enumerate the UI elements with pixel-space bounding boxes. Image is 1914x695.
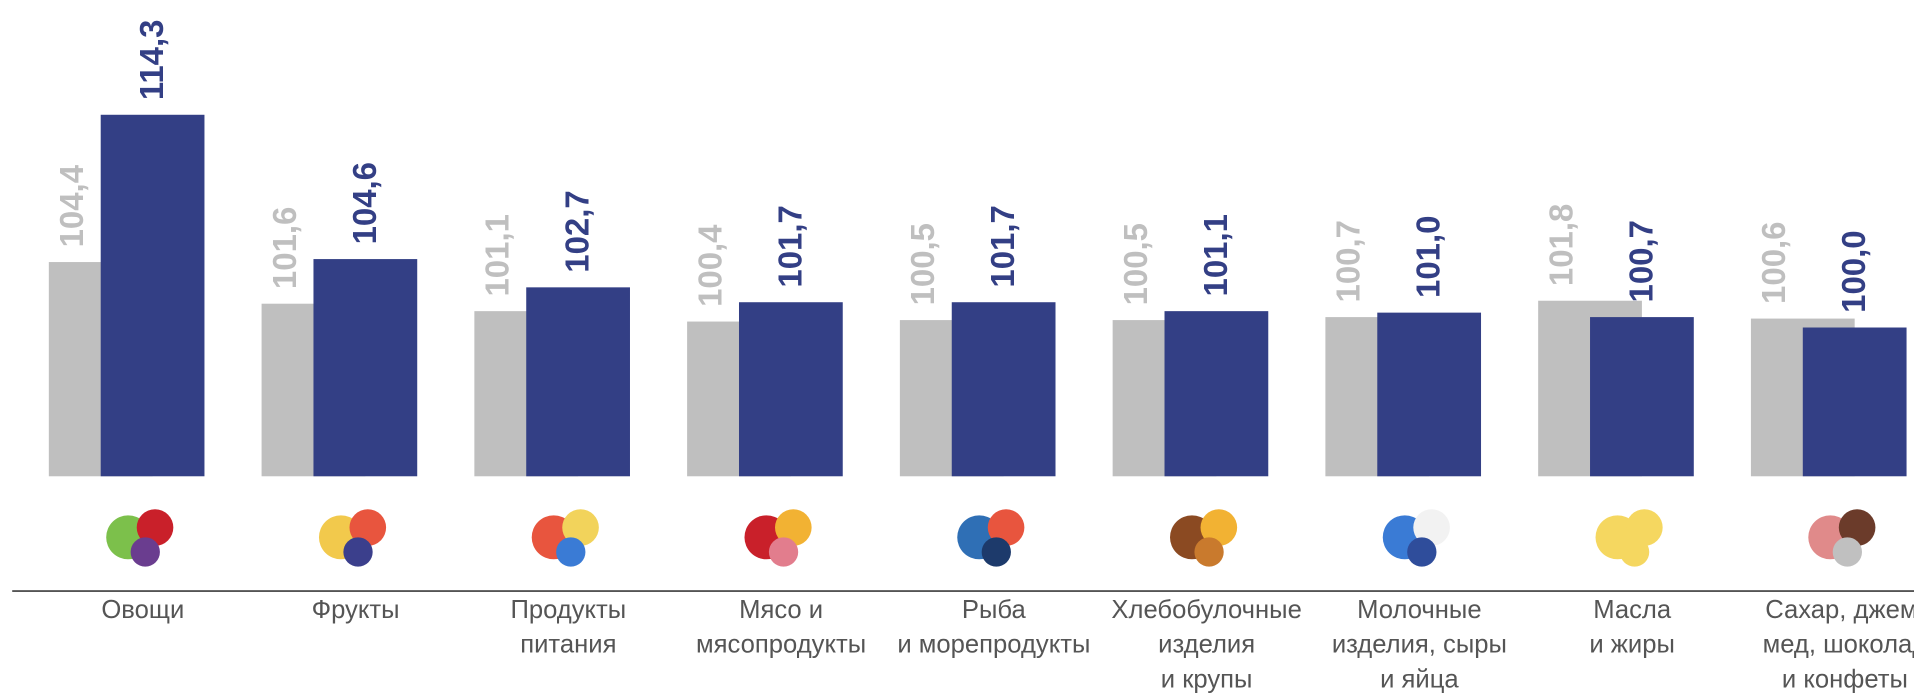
icon-shape bbox=[1407, 537, 1436, 566]
category-label: Овощи bbox=[101, 596, 184, 624]
value-label: 101,7 bbox=[984, 205, 1021, 287]
category-label: и яйца bbox=[1380, 665, 1459, 693]
value-label: 114,3 bbox=[133, 20, 170, 101]
category-label: Хлебобулочные bbox=[1111, 596, 1301, 624]
bar bbox=[952, 302, 1056, 476]
category-label: мед, шоколад bbox=[1763, 631, 1914, 659]
icon-shape bbox=[982, 537, 1011, 566]
value-label: 101,0 bbox=[1410, 216, 1447, 298]
icon-shape bbox=[131, 537, 160, 566]
value-label: 101,6 bbox=[266, 207, 303, 289]
bar bbox=[313, 259, 417, 476]
bar bbox=[101, 115, 205, 477]
value-label: 101,1 bbox=[479, 214, 516, 296]
value-label: 100,7 bbox=[1622, 220, 1659, 302]
bar bbox=[1377, 313, 1481, 477]
category-label: Молочные bbox=[1357, 596, 1481, 624]
category-label: Фрукты bbox=[312, 596, 400, 624]
category-label: и крупы bbox=[1161, 665, 1253, 693]
chart: 104,4 114,3 Овощи 101,6 104,6 Фрукты 101,1 102,… bbox=[0, 0, 1914, 695]
value-label: 104,4 bbox=[53, 164, 90, 247]
category-label: и морепродукты bbox=[897, 631, 1090, 659]
value-label: 100,6 bbox=[1755, 221, 1792, 303]
category-label: Продукты bbox=[510, 596, 626, 624]
value-label: 101,7 bbox=[771, 205, 808, 287]
value-label: 101,1 bbox=[1197, 214, 1234, 296]
value-label: 104,6 bbox=[346, 162, 383, 244]
category-label: Масла bbox=[1593, 596, 1672, 624]
icon-shape bbox=[769, 537, 798, 566]
value-label: 100,5 bbox=[1117, 223, 1154, 305]
category-label: Рыба bbox=[962, 596, 1027, 624]
category-label: Мясо и bbox=[739, 596, 823, 624]
icon-shape bbox=[343, 537, 372, 566]
value-label: 100,7 bbox=[1330, 220, 1367, 302]
category-label: Сахар, джем, bbox=[1765, 596, 1914, 624]
icon-shape bbox=[556, 537, 585, 566]
bar bbox=[526, 287, 630, 476]
icon-shape bbox=[1620, 537, 1649, 566]
icon-shape bbox=[1833, 537, 1862, 566]
bar bbox=[1803, 328, 1907, 477]
value-label: 102,7 bbox=[559, 190, 596, 272]
bar bbox=[739, 302, 843, 476]
value-label: 100,5 bbox=[904, 223, 941, 305]
category-label: изделия, сыры bbox=[1332, 631, 1507, 659]
value-label: 100,0 bbox=[1835, 230, 1872, 312]
category-label: мясопродукты bbox=[696, 631, 866, 659]
category-label: питания bbox=[520, 631, 616, 659]
category-label: и жиры bbox=[1589, 631, 1675, 659]
page: {"chart_data": {"type": "bar", "categori… bbox=[0, 0, 1914, 695]
bar bbox=[1590, 317, 1694, 476]
category-label: и конфеты bbox=[1782, 665, 1908, 693]
icon-shape bbox=[1194, 537, 1223, 566]
value-label: 100,4 bbox=[691, 224, 728, 307]
bar bbox=[1165, 311, 1269, 476]
category-label: изделия bbox=[1158, 631, 1255, 659]
value-label: 101,8 bbox=[1542, 204, 1579, 286]
